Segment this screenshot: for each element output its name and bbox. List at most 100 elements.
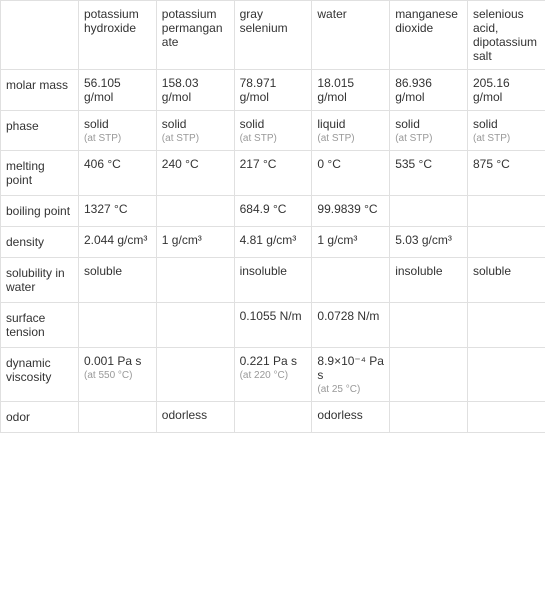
cell-note: (at STP) bbox=[84, 133, 151, 144]
table-cell: 99.9839 °C bbox=[312, 196, 390, 227]
cell-note: (at STP) bbox=[162, 133, 229, 144]
table-cell bbox=[390, 402, 468, 433]
cell-value: 2.044 g/cm³ bbox=[84, 233, 147, 247]
table-cell: 18.015 g/mol bbox=[312, 70, 390, 111]
header-row: potassium hydroxide potassium permangana… bbox=[1, 1, 545, 70]
cell-note: (at STP) bbox=[473, 133, 540, 144]
table-cell: 0 °C bbox=[312, 151, 390, 196]
table-cell: 0.1055 N/m bbox=[234, 303, 312, 348]
table-cell bbox=[234, 402, 312, 433]
cell-value: 1 g/cm³ bbox=[162, 233, 202, 247]
table-cell: 0.001 Pa s (at 550 °C) bbox=[79, 348, 157, 402]
table-cell bbox=[390, 348, 468, 402]
table-cell: soluble bbox=[79, 258, 157, 303]
cell-value: soluble bbox=[473, 264, 511, 278]
cell-value: 875 °C bbox=[473, 157, 510, 171]
table-cell: 4.81 g/cm³ bbox=[234, 227, 312, 258]
table-cell: 78.971 g/mol bbox=[234, 70, 312, 111]
cell-value: 535 °C bbox=[395, 157, 432, 171]
cell-note: (at STP) bbox=[317, 133, 384, 144]
cell-value: 240 °C bbox=[162, 157, 199, 171]
cell-value: solid bbox=[162, 117, 187, 131]
table-cell: 5.03 g/cm³ bbox=[390, 227, 468, 258]
table-row: phasesolid(at STP)solid(at STP)solid(at … bbox=[1, 111, 545, 151]
row-label: surface tension bbox=[1, 303, 79, 348]
table-row: surface tension 0.1055 N/m 0.0728 N/m bbox=[1, 303, 545, 348]
table-cell: odorless bbox=[312, 402, 390, 433]
table-row: melting point406 °C 240 °C 217 °C 0 °C 535 °… bbox=[1, 151, 545, 196]
table-cell bbox=[312, 258, 390, 303]
cell-value: insoluble bbox=[240, 264, 287, 278]
cell-value: 217 °C bbox=[240, 157, 277, 171]
table-cell: solid(at STP) bbox=[79, 111, 157, 151]
cell-value: 18.015 g/mol bbox=[317, 76, 354, 104]
row-label: melting point bbox=[1, 151, 79, 196]
row-label: solubility in water bbox=[1, 258, 79, 303]
table-cell: 1 g/cm³ bbox=[156, 227, 234, 258]
table-cell: 406 °C bbox=[79, 151, 157, 196]
cell-note: (at 550 °C) bbox=[84, 370, 151, 381]
table-row: solubility in water soluble insoluble insol… bbox=[1, 258, 545, 303]
cell-value: odorless bbox=[317, 408, 362, 422]
table-cell: 158.03 g/mol bbox=[156, 70, 234, 111]
table-cell: odorless bbox=[156, 402, 234, 433]
table-cell: solid (at STP) bbox=[467, 111, 545, 151]
table-cell bbox=[467, 227, 545, 258]
row-label: density bbox=[1, 227, 79, 258]
cell-value: solid bbox=[473, 117, 498, 131]
header-selenious-acid: selenious acid, dipotassium salt bbox=[467, 1, 545, 70]
cell-value: 205.16 g/mol bbox=[473, 76, 510, 104]
table-cell: 0.221 Pa s(at 220 °C) bbox=[234, 348, 312, 402]
cell-value: liquid bbox=[317, 117, 345, 131]
cell-value: 0.0728 N/m bbox=[317, 309, 379, 323]
cell-note: (at STP) bbox=[395, 133, 462, 144]
table-cell: 56.105 g/mol bbox=[79, 70, 157, 111]
table-cell: soluble bbox=[467, 258, 545, 303]
table-cell: solid (at STP) bbox=[234, 111, 312, 151]
table-cell bbox=[79, 402, 157, 433]
table-cell: 86.936 g/mol bbox=[390, 70, 468, 111]
table-cell: 875 °C bbox=[467, 151, 545, 196]
table-cell: 240 °C bbox=[156, 151, 234, 196]
header-empty bbox=[1, 1, 79, 70]
table-cell: solid (at STP) bbox=[156, 111, 234, 151]
cell-value: 0 °C bbox=[317, 157, 340, 171]
cell-value: insoluble bbox=[395, 264, 442, 278]
table-cell: 8.9×10⁻⁴ Pa s (at 25 °C) bbox=[312, 348, 390, 402]
table-cell bbox=[390, 196, 468, 227]
table-cell: 2.044 g/cm³ bbox=[79, 227, 157, 258]
cell-value: solid bbox=[240, 117, 265, 131]
cell-note: (at STP) bbox=[240, 133, 307, 144]
table-cell: 684.9 °C bbox=[234, 196, 312, 227]
table-cell: 0.0728 N/m bbox=[312, 303, 390, 348]
cell-value: 158.03 g/mol bbox=[162, 76, 199, 104]
table-cell: insoluble bbox=[390, 258, 468, 303]
row-label: dynamic viscosity bbox=[1, 348, 79, 402]
table-cell bbox=[390, 303, 468, 348]
properties-table: potassium hydroxide potassium permangana… bbox=[0, 0, 545, 433]
cell-value: 5.03 g/cm³ bbox=[395, 233, 452, 247]
table-row: dynamic viscosity0.001 Pa s(at 550 °C)0.… bbox=[1, 348, 545, 402]
table-cell bbox=[156, 303, 234, 348]
table-cell bbox=[156, 196, 234, 227]
table-cell bbox=[467, 348, 545, 402]
cell-value: 684.9 °C bbox=[240, 202, 287, 216]
table-cell: 535 °C bbox=[390, 151, 468, 196]
cell-value: soluble bbox=[84, 264, 122, 278]
table-cell: liquid (at STP) bbox=[312, 111, 390, 151]
table-cell: 205.16 g/mol bbox=[467, 70, 545, 111]
cell-value: 78.971 g/mol bbox=[240, 76, 277, 104]
table-row: molar mass56.105 g/mol158.03 g/mol78.971… bbox=[1, 70, 545, 111]
cell-value: 56.105 g/mol bbox=[84, 76, 121, 104]
cell-value: 0.001 Pa s bbox=[84, 354, 141, 368]
row-label: boiling point bbox=[1, 196, 79, 227]
cell-value: 8.9×10⁻⁴ Pa s bbox=[317, 354, 384, 382]
table-cell bbox=[467, 196, 545, 227]
cell-note: (at 25 °C) bbox=[317, 384, 384, 395]
table-cell: 1327 °C bbox=[79, 196, 157, 227]
table-cell: 1 g/cm³ bbox=[312, 227, 390, 258]
table-row: density2.044 g/cm³1 g/cm³4.81 g/cm³1 g/c… bbox=[1, 227, 545, 258]
cell-value: 0.221 Pa s bbox=[240, 354, 297, 368]
table-row: odorodorlessodorless bbox=[1, 402, 545, 433]
table-cell: insoluble bbox=[234, 258, 312, 303]
